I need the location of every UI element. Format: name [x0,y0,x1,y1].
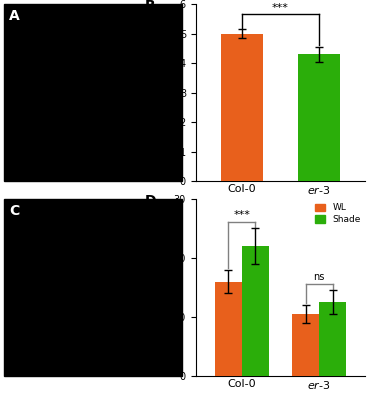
Bar [215,282,242,376]
Bar [221,34,263,181]
Text: D: D [145,194,156,208]
Y-axis label: Petiole elongation (mm): Petiole elongation (mm) [161,229,171,346]
Text: ***: *** [272,3,289,13]
Text: ns: ns [313,272,325,282]
Bar [319,302,346,376]
Text: A: A [9,9,20,23]
Bar [242,246,269,376]
Text: B: B [145,0,155,13]
Bar [298,54,340,181]
Bar [292,314,319,376]
Text: ***: *** [234,210,251,220]
Legend: WL, Shade: WL, Shade [315,203,361,224]
Text: C: C [9,204,19,218]
Y-axis label: Hypocotyl length (mm): Hypocotyl length (mm) [167,36,177,149]
